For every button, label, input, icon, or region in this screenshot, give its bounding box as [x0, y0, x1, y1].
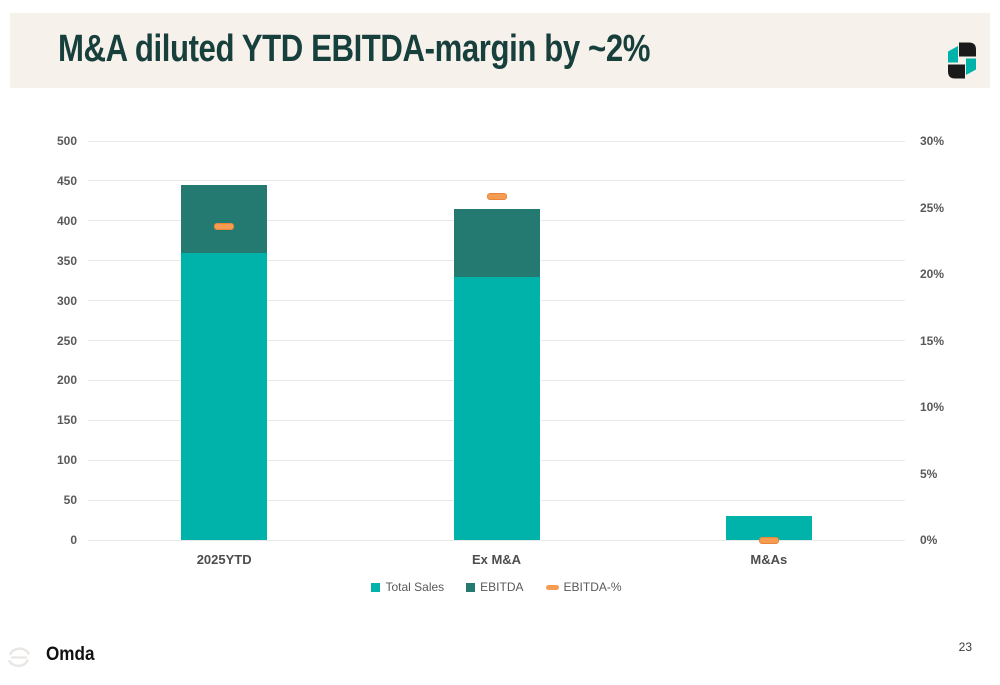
right-axis-tick-label: 15% — [920, 333, 945, 348]
right-axis-tick-label: 10% — [920, 400, 945, 414]
left-axis-tick-label: 150 — [56, 413, 77, 428]
legend-label: Total Sales — [385, 580, 445, 594]
left-axis-tick-label: 0 — [70, 533, 77, 547]
legend-label: EBITDA — [480, 580, 524, 594]
legend-swatch-icon — [545, 584, 559, 590]
left-axis-tick-label: 500 — [56, 134, 77, 148]
bar-total-sales — [725, 516, 812, 540]
left-axis-tick-label: 450 — [56, 173, 77, 188]
title-bar: M&A diluted YTD EBITDA-margin by ~2% — [10, 13, 990, 88]
bar-total-sales — [453, 276, 540, 540]
gridline — [88, 539, 905, 541]
ebitda-percent-marker — [486, 193, 507, 201]
left-axis-tick-label: 50 — [63, 493, 77, 508]
bar-ebitda — [181, 184, 268, 253]
left-axis-tick-label: 200 — [56, 373, 77, 388]
ebitda-percent-marker — [758, 536, 779, 544]
legend-swatch-icon — [466, 582, 476, 592]
omda-swirl-icon — [8, 647, 30, 668]
page-number: 23 — [958, 640, 972, 654]
gridline — [88, 180, 905, 182]
left-axis-tick-label: 300 — [56, 293, 77, 308]
legend-item: EBITDA — [466, 580, 524, 594]
category-label: 2025YTD — [196, 552, 252, 567]
omda-logo-icon — [948, 42, 976, 79]
gridline — [88, 140, 905, 142]
left-axis-tick-label: 250 — [56, 333, 77, 348]
right-axis-tick-label: 25% — [920, 200, 945, 215]
right-axis-tick-label: 20% — [920, 267, 945, 281]
category-label: Ex M&A — [471, 552, 522, 567]
ebitda-percent-marker — [214, 222, 235, 230]
legend-item: Total Sales — [371, 580, 444, 594]
left-axis-tick-label: 350 — [56, 253, 77, 268]
left-axis-tick-label: 400 — [56, 213, 77, 228]
left-axis-tick-label: 100 — [56, 453, 77, 468]
bar-total-sales — [181, 252, 268, 540]
legend-item: EBITDA-% — [545, 580, 622, 594]
right-axis-tick-label: 0% — [920, 533, 938, 547]
bar-ebitda — [453, 208, 540, 277]
right-axis-tick-label: 5% — [920, 466, 938, 481]
slide-title: M&A diluted YTD EBITDA-margin by ~2% — [58, 27, 651, 70]
chart-legend: Total Sales EBITDA EBITDA-% — [88, 580, 905, 594]
legend-label: EBITDA-% — [563, 580, 622, 594]
category-label: M&As — [750, 552, 788, 567]
footer-brand-wordmark: Omda — [46, 644, 95, 665]
right-axis-tick-label: 30% — [920, 134, 945, 148]
legend-swatch-icon — [371, 582, 381, 592]
